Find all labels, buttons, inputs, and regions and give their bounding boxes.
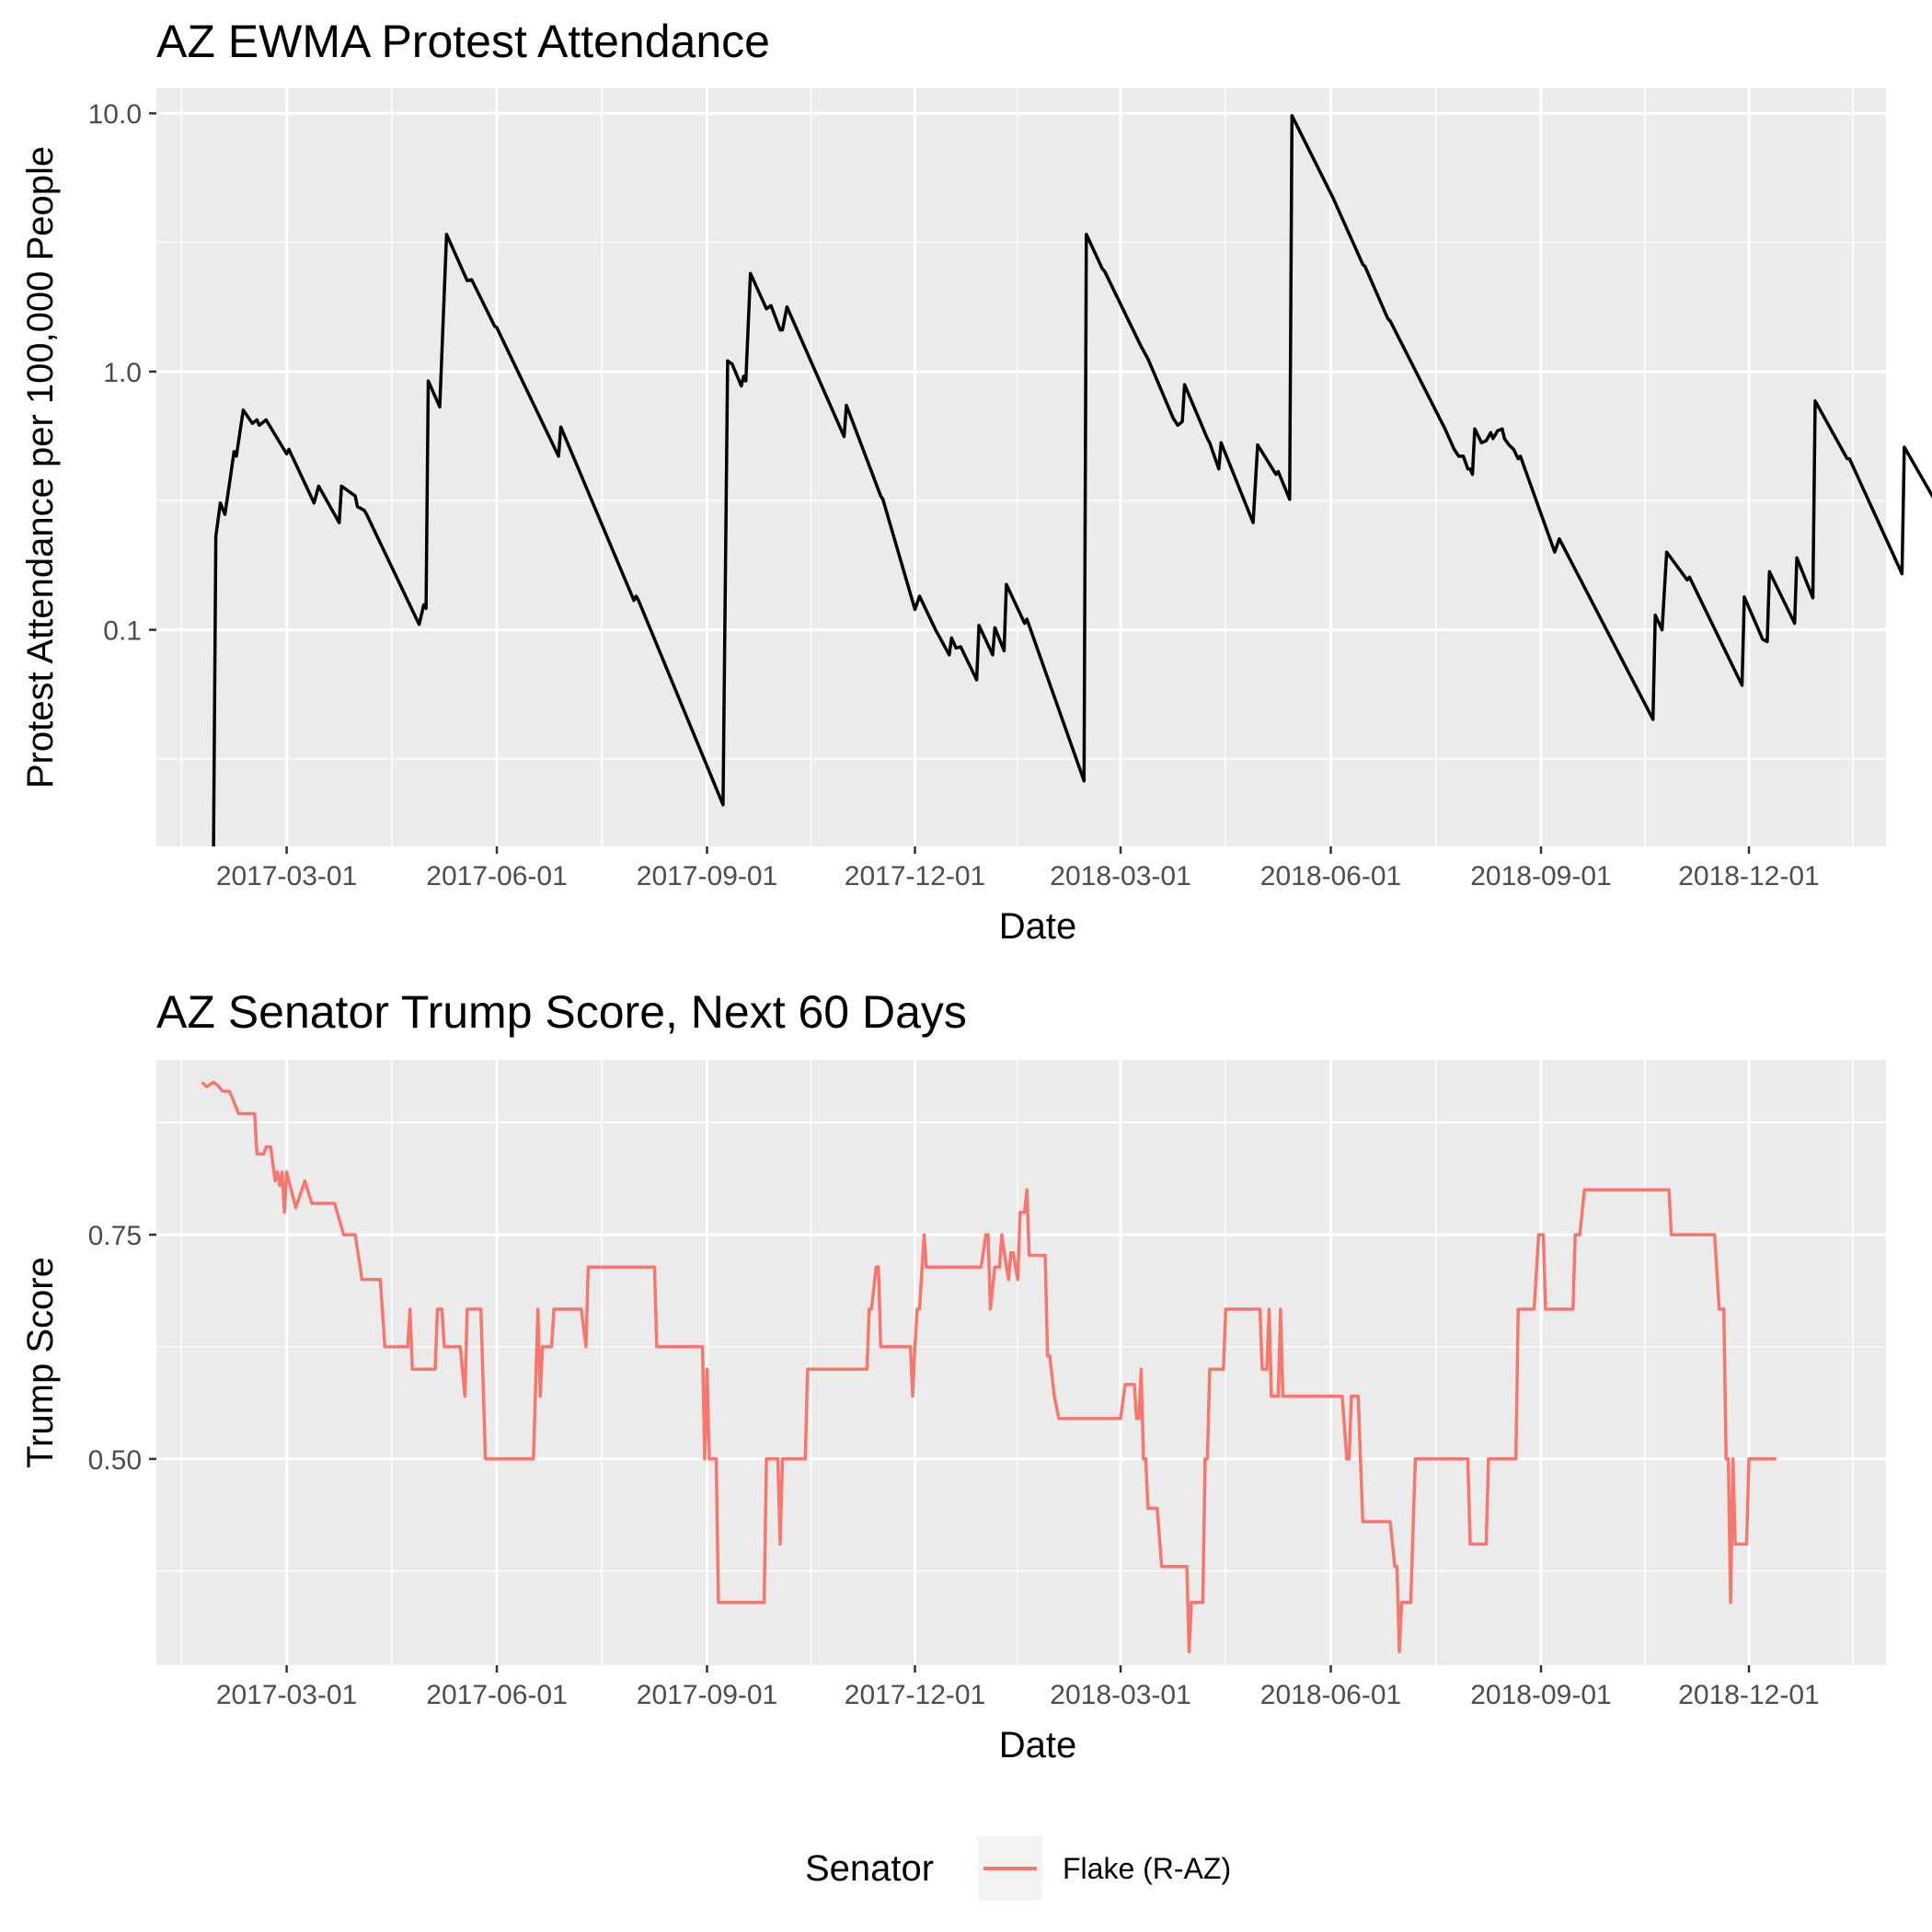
x-tick-label: 2017-09-01 [637, 861, 777, 891]
x-axis: 2017-03-01 2017-06-01 2017-09-01 2017-12-01… [216, 1665, 1820, 1710]
x-tick-label: 2017-06-01 [426, 1680, 567, 1710]
x-tick-label: 2018-03-01 [1050, 1680, 1190, 1710]
y-axis: 0.1 1.0 10.0 [88, 99, 156, 647]
x-tick-label: 2017-06-01 [426, 861, 567, 891]
y-axis-title: Trump Score [20, 1257, 61, 1468]
x-tick-label: 2018-12-01 [1678, 861, 1819, 891]
x-axis: 2017-03-01 2017-06-01 2017-09-01 2017-12-01… [216, 846, 1820, 891]
y-axis: 0.50 0.75 [88, 1221, 156, 1476]
gridlines [156, 88, 1886, 846]
y-tick-label: 1.0 [103, 358, 142, 388]
y-axis-title: Protest Attendance per 100,000 People [20, 146, 61, 788]
x-tick-label: 2017-09-01 [637, 1680, 777, 1710]
chart-trump-score: AZ Senator Trump Score, Next 60 Days 0.5… [20, 986, 1886, 1765]
y-tick-label: 10.0 [88, 99, 142, 130]
series-line [201, 1080, 1777, 1654]
y-tick-label: 0.1 [103, 616, 142, 647]
x-tick-label: 2018-09-01 [1470, 1680, 1611, 1710]
x-tick-label: 2018-06-01 [1260, 861, 1401, 891]
y-tick-label: 0.50 [88, 1445, 142, 1476]
x-axis-title: Date [999, 906, 1077, 947]
x-tick-label: 2017-03-01 [216, 861, 357, 891]
chart-protest-attendance: AZ EWMA Protest Attendance 0.1 1.0 10.0 20… [20, 16, 1932, 947]
legend-title: Senator [805, 1848, 934, 1889]
x-tick-label: 2017-12-01 [845, 1680, 985, 1710]
y-tick-label: 0.75 [88, 1221, 142, 1251]
x-tick-label: 2018-12-01 [1678, 1680, 1819, 1710]
x-tick-label: 2018-09-01 [1470, 861, 1611, 891]
chart-title: AZ EWMA Protest Attendance [156, 16, 770, 67]
gridlines [156, 1060, 1886, 1665]
plot-panel [156, 88, 1886, 846]
chart-title: AZ Senator Trump Score, Next 60 Days [156, 986, 967, 1038]
series-layer [212, 113, 1932, 847]
series-layer [201, 1080, 1777, 1654]
legend-label: Flake (R-AZ) [1063, 1852, 1231, 1885]
x-axis-title: Date [999, 1725, 1077, 1765]
legend: Senator Flake (R-AZ) [805, 1836, 1231, 1901]
x-tick-label: 2018-03-01 [1050, 861, 1190, 891]
plot-panel [156, 1060, 1886, 1665]
x-tick-label: 2017-12-01 [845, 861, 985, 891]
x-tick-label: 2017-03-01 [216, 1680, 357, 1710]
series-line [212, 113, 1932, 847]
x-tick-label: 2018-06-01 [1260, 1680, 1401, 1710]
